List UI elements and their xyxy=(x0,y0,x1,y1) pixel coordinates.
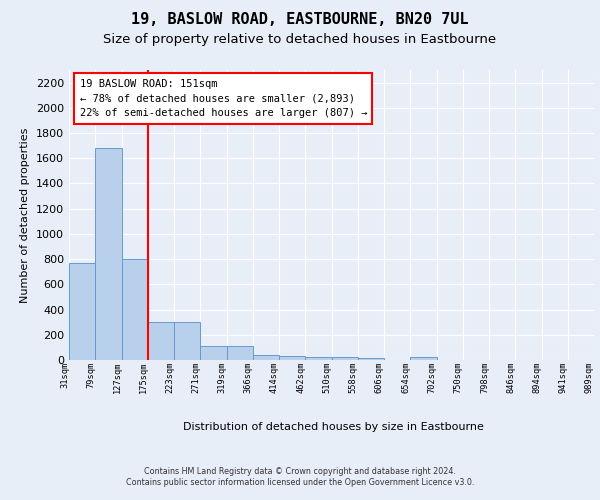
Bar xyxy=(69,263,95,360)
Text: Distribution of detached houses by size in Eastbourne: Distribution of detached houses by size … xyxy=(182,422,484,432)
Text: 19, BASLOW ROAD, EASTBOURNE, BN20 7UL: 19, BASLOW ROAD, EASTBOURNE, BN20 7UL xyxy=(131,12,469,28)
Bar xyxy=(95,148,121,360)
Text: Contains HM Land Registry data © Crown copyright and database right 2024.
Contai: Contains HM Land Registry data © Crown c… xyxy=(126,468,474,487)
Text: 19 BASLOW ROAD: 151sqm
← 78% of detached houses are smaller (2,893)
22% of semi-: 19 BASLOW ROAD: 151sqm ← 78% of detached… xyxy=(79,78,367,118)
Bar xyxy=(200,346,227,360)
Bar xyxy=(227,346,253,360)
Bar xyxy=(410,358,437,360)
Bar xyxy=(358,358,384,360)
Text: Size of property relative to detached houses in Eastbourne: Size of property relative to detached ho… xyxy=(103,32,497,46)
Bar xyxy=(331,358,358,360)
Bar xyxy=(148,322,174,360)
Bar xyxy=(305,357,331,360)
Bar xyxy=(279,356,305,360)
Y-axis label: Number of detached properties: Number of detached properties xyxy=(20,128,31,302)
Bar xyxy=(121,259,148,360)
Bar xyxy=(253,355,279,360)
Bar xyxy=(174,322,200,360)
